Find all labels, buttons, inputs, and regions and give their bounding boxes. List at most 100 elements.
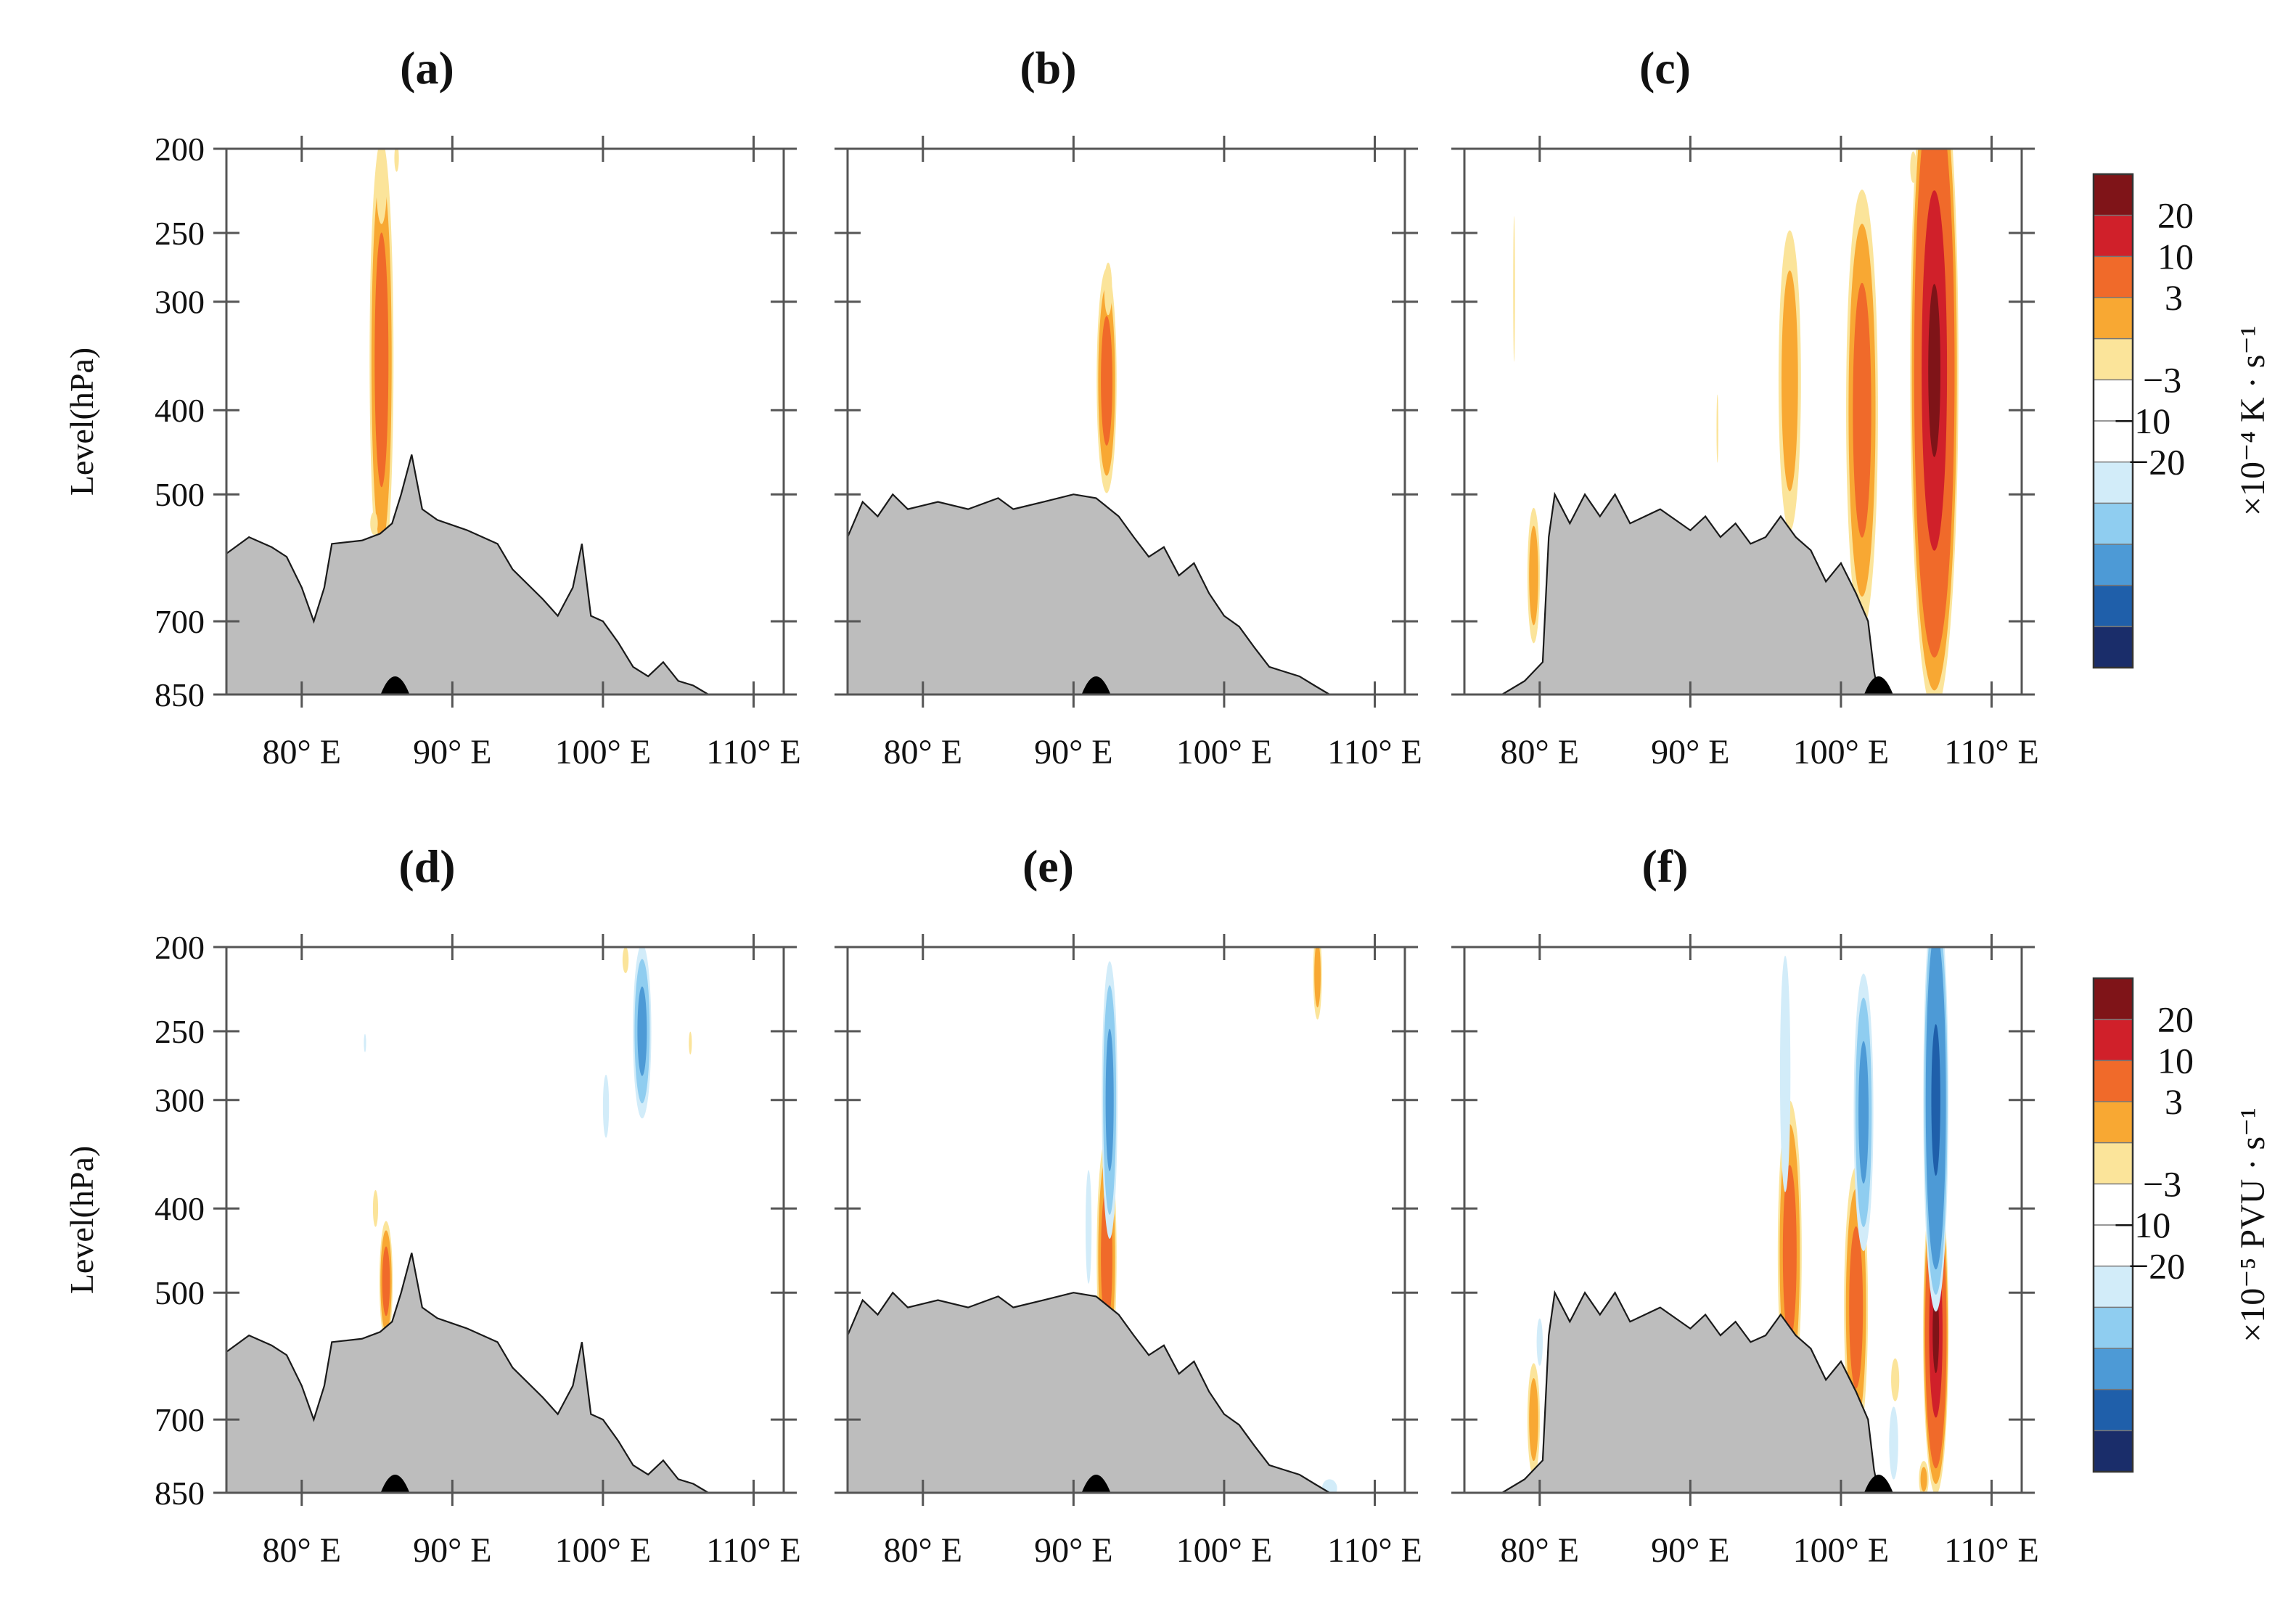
terrain-outline <box>1464 491 2022 695</box>
panel-label: (c) <box>1639 42 1691 94</box>
contour-blob <box>372 1189 379 1227</box>
contour-blob <box>622 947 629 973</box>
colorbar-swatch <box>2094 1430 2133 1472</box>
contour-blob <box>1846 189 1878 631</box>
contour-band <box>382 1246 390 1316</box>
x-tick-label: 100° E <box>555 1531 652 1570</box>
contour-field <box>1527 947 1949 1493</box>
contour-band <box>1105 1028 1114 1171</box>
y-tick-label: 400 <box>155 392 205 429</box>
contour-blob <box>1891 1358 1900 1401</box>
contour-band <box>376 149 387 224</box>
y-tick-label: 850 <box>155 676 205 713</box>
x-tick-label: 80° E <box>884 1531 963 1570</box>
x-tick-label: 100° E <box>1793 1531 1890 1570</box>
contour-band <box>1920 1467 1927 1492</box>
location-marker <box>1081 676 1111 695</box>
location-marker <box>380 1475 410 1493</box>
x-tick-label: 80° E <box>884 733 963 771</box>
panel-label: (f) <box>1642 840 1689 892</box>
colorbar-tick-label: 10 <box>2157 236 2194 276</box>
terrain-fill <box>1464 494 2022 695</box>
colorbar-tick-label: −3 <box>2143 359 2181 400</box>
x-tick-label: 90° E <box>1034 1531 1113 1570</box>
contour-band <box>1931 1024 1940 1176</box>
x-tick-label: 80° E <box>263 1531 342 1570</box>
colorbar-tick-label: −10 <box>2114 1205 2170 1245</box>
y-axis-title: Level(hPa) <box>63 348 100 496</box>
contour-band <box>1101 316 1112 446</box>
x-tick-label: 110° E <box>1944 733 2039 771</box>
y-tick-label: 500 <box>155 476 205 513</box>
panel-label: (b) <box>1020 42 1076 94</box>
contour-band <box>1104 262 1112 316</box>
location-marker <box>380 676 410 695</box>
y-tick-label: 300 <box>155 284 205 321</box>
contour-blob <box>633 947 652 1119</box>
contour-blob <box>602 1074 610 1138</box>
x-tick-label: 110° E <box>1327 733 1422 771</box>
x-tick-label: 90° E <box>1651 733 1730 771</box>
contour-band <box>1889 1406 1898 1480</box>
x-tick-label: 90° E <box>413 733 492 771</box>
colorbar-unit-label: ×10⁻⁴ K · s⁻¹ <box>2234 326 2272 516</box>
y-tick-label: 700 <box>155 603 205 640</box>
contour-blob <box>1919 1461 1929 1493</box>
contour-blob <box>689 1031 692 1055</box>
y-tick-label: 200 <box>155 131 205 168</box>
contour-blob <box>1102 961 1118 1239</box>
contour-band <box>1858 1041 1869 1184</box>
contour-band <box>637 986 647 1076</box>
colorbar-swatch <box>2094 1225 2133 1266</box>
contour-band <box>689 1031 692 1055</box>
colorbar-tick-label: −10 <box>2114 401 2170 441</box>
contour-band <box>372 1189 379 1227</box>
location-marker <box>1081 1475 1111 1493</box>
contour-band <box>1849 1226 1864 1389</box>
colorbar-tick-label: −3 <box>2143 1163 2181 1204</box>
contour-band <box>1529 1378 1538 1462</box>
contour-blob <box>1321 1479 1337 1493</box>
panel-f <box>1451 934 2035 1506</box>
terrain-outline <box>848 493 1405 695</box>
y-tick-label: 500 <box>155 1274 205 1311</box>
contour-band <box>602 1074 610 1138</box>
colorbar-swatch <box>2094 338 2133 380</box>
plot-frame <box>846 946 1406 1494</box>
terrain-outline <box>848 1291 1405 1493</box>
panel-e <box>835 934 1418 1506</box>
y-tick-label: 250 <box>155 215 205 252</box>
contour-blob <box>1096 268 1117 493</box>
colorbar-layer <box>2092 173 2134 1473</box>
colorbar-swatch <box>2094 174 2133 216</box>
panels-layer <box>213 136 2035 1506</box>
colorbar-frame <box>2092 977 2134 1473</box>
colorbar-swatch <box>2094 256 2133 298</box>
x-tick-label: 90° E <box>413 1531 492 1570</box>
colorbar-swatch <box>2094 626 2133 668</box>
contour-band <box>1932 1290 1940 1374</box>
plot-frame <box>1463 946 2023 1494</box>
contour-field <box>1096 262 1117 493</box>
colorbar-swatch <box>2094 1102 2133 1143</box>
contour-band <box>1779 956 1791 1192</box>
plot-frame <box>225 147 785 696</box>
y-tick-label: 700 <box>155 1401 205 1438</box>
colorbar-swatch <box>2094 421 2133 462</box>
x-tick-label: 110° E <box>1944 1531 2039 1570</box>
contour-blob <box>369 149 394 581</box>
terrain-outline <box>226 1253 784 1493</box>
colorbar-swatch <box>2094 215 2133 257</box>
panel-label: (a) <box>400 42 454 94</box>
terrain-fill <box>226 454 784 695</box>
colorbar-unit-label: ×10⁻⁵ PVU · s⁻¹ <box>2234 1107 2272 1343</box>
x-tick-label: 100° E <box>1176 1531 1273 1570</box>
plot-frame <box>225 946 785 1494</box>
contour-blob <box>1716 394 1718 463</box>
y-tick-label: 300 <box>155 1082 205 1119</box>
colorbar-swatch <box>2094 380 2133 421</box>
contour-blob <box>1910 149 1959 695</box>
x-tick-label: 110° E <box>706 733 801 771</box>
colorbar-swatch <box>2094 1348 2133 1390</box>
x-tick-label: 80° E <box>263 733 342 771</box>
